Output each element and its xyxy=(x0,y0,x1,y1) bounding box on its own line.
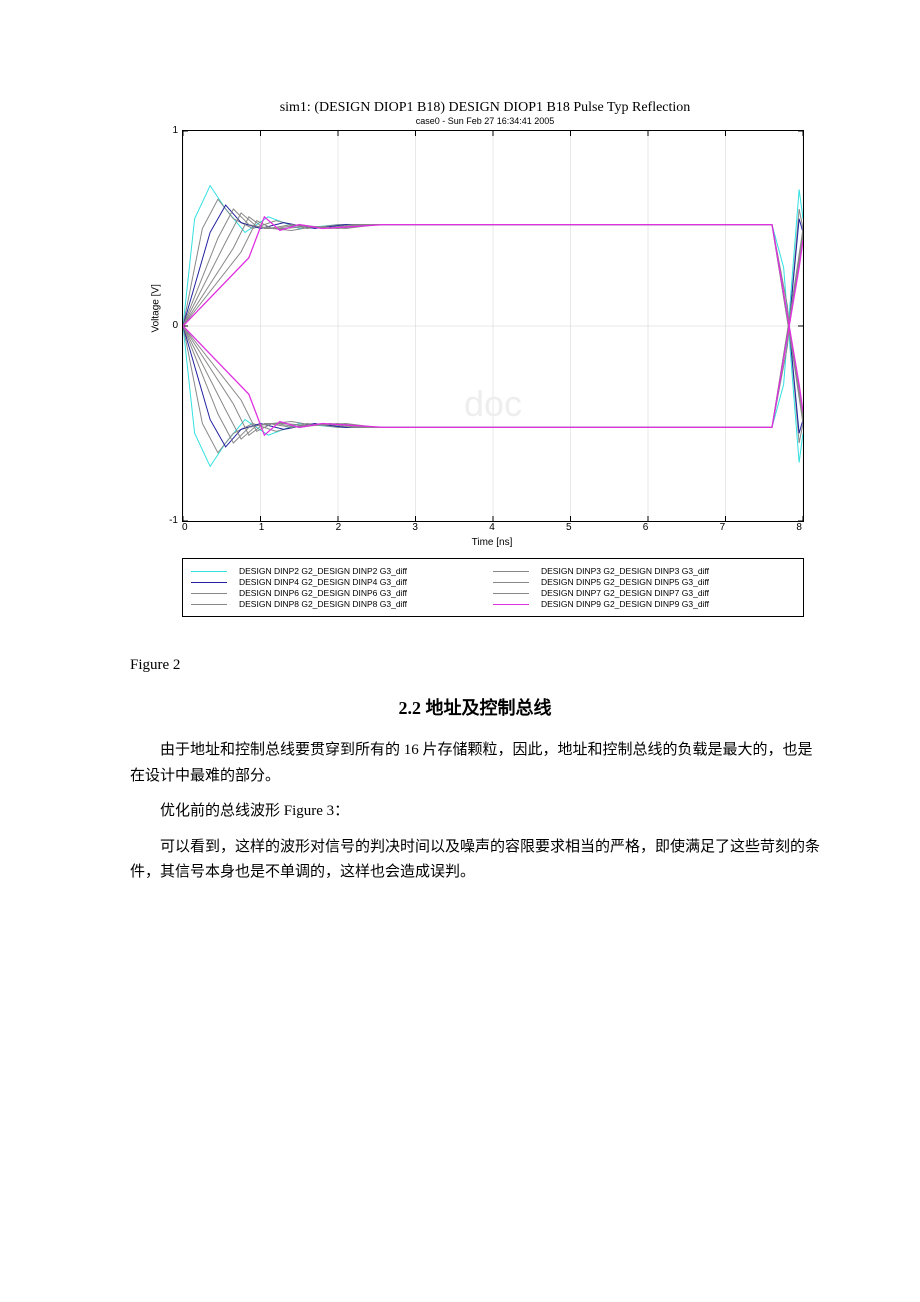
legend-swatch xyxy=(191,604,227,605)
legend-row: DESIGN DINP4 G2_DESIGN DINP4 G3_diff xyxy=(191,577,493,587)
paragraph-2: 优化前的总线波形 Figure 3： xyxy=(130,799,820,825)
y-axis-label: Voltage [V] xyxy=(151,320,162,332)
x-tick-label: 0 xyxy=(182,522,188,533)
legend-row: DESIGN DINP5 G2_DESIGN DINP5 G3_diff xyxy=(493,577,795,587)
x-tick-label: 1 xyxy=(259,522,265,533)
section-heading: 2.2 地址及控制总线 xyxy=(130,694,820,720)
figure-caption: Figure 2 xyxy=(130,657,820,674)
chart-svg xyxy=(183,131,803,521)
x-axis-label: Time [ns] xyxy=(182,537,802,548)
x-tick-label: 3 xyxy=(412,522,418,533)
y-tick-label: 0 xyxy=(172,320,178,331)
legend-swatch xyxy=(493,582,529,583)
legend-swatch xyxy=(493,604,529,605)
legend-swatch xyxy=(191,593,227,594)
x-tick-label: 7 xyxy=(720,522,726,533)
x-tick-label: 5 xyxy=(566,522,572,533)
legend-row: DESIGN DINP3 G2_DESIGN DINP3 G3_diff xyxy=(493,566,795,576)
legend-row: DESIGN DINP9 G2_DESIGN DINP9 G3_diff xyxy=(493,599,795,609)
paragraph-1: 由于地址和控制总线要贯穿到所有的 16 片存储颗粒，因此，地址和控制总线的负载是… xyxy=(130,738,820,789)
paragraph-3: 可以看到，这样的波形对信号的判决时间以及噪声的容限要求相当的严格，即使满足了这些… xyxy=(130,835,820,886)
legend-swatch xyxy=(191,582,227,583)
x-tick-label: 8 xyxy=(796,522,802,533)
y-tick-label: 1 xyxy=(172,125,178,136)
x-tick-label: 2 xyxy=(336,522,342,533)
legend-row: DESIGN DINP8 G2_DESIGN DINP8 G3_diff xyxy=(191,599,493,609)
legend-label: DESIGN DINP9 G2_DESIGN DINP9 G3_diff xyxy=(541,599,709,609)
chart-subtitle: case0 - Sun Feb 27 16:34:41 2005 xyxy=(150,116,820,126)
y-tick-label: -1 xyxy=(169,515,178,526)
legend-label: DESIGN DINP8 G2_DESIGN DINP8 G3_diff xyxy=(239,599,407,609)
legend-row: DESIGN DINP7 G2_DESIGN DINP7 G3_diff xyxy=(493,588,795,598)
x-tick-label: 4 xyxy=(489,522,495,533)
chart-plot-area: doc xyxy=(182,130,804,522)
legend-label: DESIGN DINP2 G2_DESIGN DINP2 G3_diff xyxy=(239,566,407,576)
legend-row: DESIGN DINP2 G2_DESIGN DINP2 G3_diff xyxy=(191,566,493,576)
legend-label: DESIGN DINP6 G2_DESIGN DINP6 G3_diff xyxy=(239,588,407,598)
legend-swatch xyxy=(493,593,529,594)
legend-label: DESIGN DINP4 G2_DESIGN DINP4 G3_diff xyxy=(239,577,407,587)
chart-title: sim1: (DESIGN DIOP1 B18) DESIGN DIOP1 B1… xyxy=(150,100,820,116)
legend-swatch xyxy=(191,571,227,572)
legend-label: DESIGN DINP7 G2_DESIGN DINP7 G3_diff xyxy=(541,588,709,598)
legend-swatch xyxy=(493,571,529,572)
legend-label: DESIGN DINP3 G2_DESIGN DINP3 G3_diff xyxy=(541,566,709,576)
chart-container: sim1: (DESIGN DIOP1 B18) DESIGN DIOP1 B1… xyxy=(150,100,820,617)
x-tick-label: 6 xyxy=(643,522,649,533)
legend-row: DESIGN DINP6 G2_DESIGN DINP6 G3_diff xyxy=(191,588,493,598)
legend-label: DESIGN DINP5 G2_DESIGN DINP5 G3_diff xyxy=(541,577,709,587)
chart-legend: DESIGN DINP2 G2_DESIGN DINP2 G3_diffDESI… xyxy=(182,558,804,617)
